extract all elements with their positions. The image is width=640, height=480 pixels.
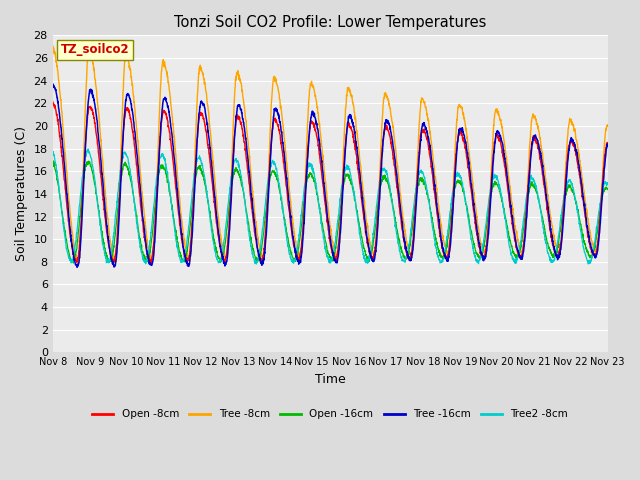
Legend: Open -8cm, Tree -8cm, Open -16cm, Tree -16cm, Tree2 -8cm: Open -8cm, Tree -8cm, Open -16cm, Tree -… bbox=[88, 405, 572, 423]
Y-axis label: Soil Temperatures (C): Soil Temperatures (C) bbox=[15, 126, 28, 262]
Title: Tonzi Soil CO2 Profile: Lower Temperatures: Tonzi Soil CO2 Profile: Lower Temperatur… bbox=[174, 15, 486, 30]
X-axis label: Time: Time bbox=[315, 373, 346, 386]
Text: TZ_soilco2: TZ_soilco2 bbox=[61, 43, 130, 56]
